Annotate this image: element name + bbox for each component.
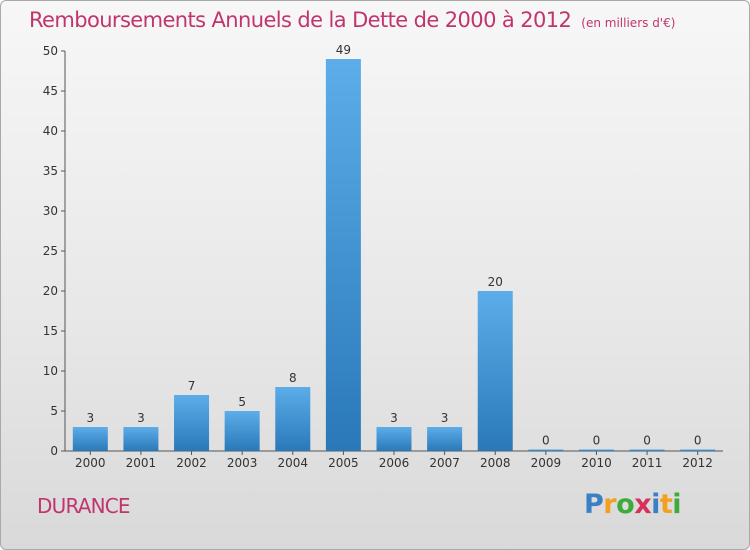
bar [376,427,412,451]
bar [72,427,108,451]
data-label: 0 [643,434,651,448]
logo-letter: t [659,489,673,520]
bar [629,449,665,451]
x-tick-label: 2005 [328,456,359,470]
logo-letter: i [672,489,682,520]
bar [528,449,564,451]
x-tick-label: 2009 [531,456,562,470]
data-label: 49 [336,43,351,57]
bar [680,449,716,451]
y-tick-label: 15 [43,324,58,338]
logo-letter: i [651,489,660,520]
bar [325,59,361,451]
logo-letter: o [616,489,635,520]
logo-letter: x [634,489,652,520]
data-label: 3 [441,411,449,425]
x-tick-label: 2011 [632,456,663,470]
x-tick-label: 2008 [480,456,511,470]
x-tick-label: 2000 [75,456,106,470]
bar [427,427,463,451]
bar [123,427,159,451]
bar [578,449,614,451]
y-tick-label: 25 [43,244,58,258]
y-tick-label: 5 [50,404,58,418]
data-label: 3 [137,411,145,425]
x-tick-label: 2012 [682,456,713,470]
y-tick-label: 40 [43,124,58,138]
commune-name: DURANCE [37,494,131,518]
logo-letter: P [584,489,604,520]
data-label: 5 [238,395,246,409]
y-tick-label: 10 [43,364,58,378]
y-tick-label: 45 [43,84,58,98]
chart-title: Remboursements Annuels de la Dette de 20… [29,8,675,32]
data-label: 3 [390,411,398,425]
chart-unit: (en milliers d'€) [581,16,676,30]
y-tick-label: 30 [43,204,58,218]
data-label: 3 [86,411,94,425]
bar [477,291,513,451]
bar [174,395,210,451]
x-tick-label: 2002 [176,456,207,470]
data-label: 8 [289,371,297,385]
y-tick-label: 20 [43,284,58,298]
y-tick-label: 0 [50,444,58,458]
bar [275,387,311,451]
y-tick-label: 35 [43,164,58,178]
data-label: 20 [488,275,503,289]
y-tick-label: 50 [43,44,58,58]
x-tick-label: 2003 [227,456,258,470]
bar [224,411,260,451]
proxiti-logo: Proxiti [584,489,682,520]
data-label: 0 [694,434,702,448]
x-tick-label: 2007 [429,456,460,470]
x-tick-label: 2004 [277,456,308,470]
x-tick-label: 2001 [126,456,157,470]
data-label: 0 [593,434,601,448]
x-tick-label: 2010 [581,456,612,470]
logo-letter: r [603,489,617,520]
x-tick-label: 2006 [379,456,410,470]
data-label: 0 [542,434,550,448]
data-label: 7 [188,379,196,393]
chart-title-text: Remboursements Annuels de la Dette de 20… [29,8,572,32]
